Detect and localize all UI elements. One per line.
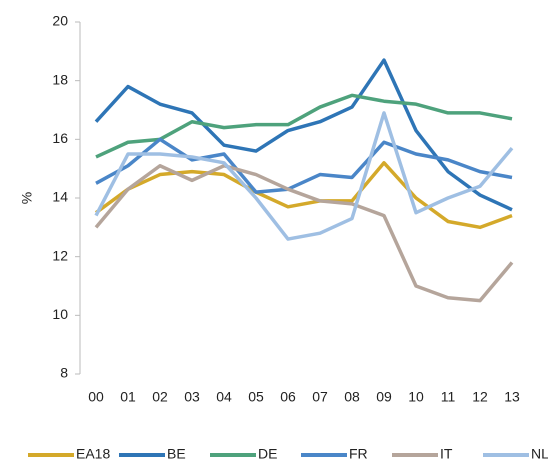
x-tick-label: 07: [312, 389, 328, 405]
series-line: [95, 137, 513, 194]
x-tick-label: 00: [88, 389, 104, 405]
series-line: [94, 58, 513, 212]
y-axis-label: %: [19, 192, 35, 204]
x-tick-label: 01: [120, 389, 136, 405]
series-line: [95, 93, 513, 159]
series-line: [94, 161, 513, 230]
series-line: [94, 111, 514, 241]
x-tick-label: 04: [216, 389, 232, 405]
legend-label: NL: [531, 446, 548, 462]
x-tick-label: 06: [280, 389, 296, 405]
series-line: [94, 163, 514, 303]
legend-label: DE: [258, 446, 277, 462]
x-tick-label: 08: [344, 389, 360, 405]
legend-label: EA18: [76, 446, 110, 462]
y-tick-label: 12: [52, 247, 68, 263]
y-tick-label: 20: [52, 13, 68, 29]
y-tick-label: 8: [60, 365, 68, 381]
y-tick-label: 16: [52, 130, 68, 146]
y-tick-label: 14: [52, 189, 68, 205]
legend-label: BE: [167, 446, 186, 462]
x-tick-label: 11: [441, 389, 456, 405]
x-tick-label: 03: [184, 389, 200, 405]
legend-label: IT: [440, 446, 453, 462]
y-tick-label: 18: [52, 71, 68, 87]
x-tick-label: 02: [152, 389, 168, 405]
x-tick-label: 12: [472, 389, 488, 405]
x-tick-label: 13: [504, 389, 520, 405]
x-tick-label: 10: [408, 389, 424, 405]
y-tick-label: 10: [52, 306, 68, 322]
x-tick-label: 05: [248, 389, 264, 405]
legend-label: FR: [349, 446, 368, 462]
x-tick-label: 09: [376, 389, 392, 405]
